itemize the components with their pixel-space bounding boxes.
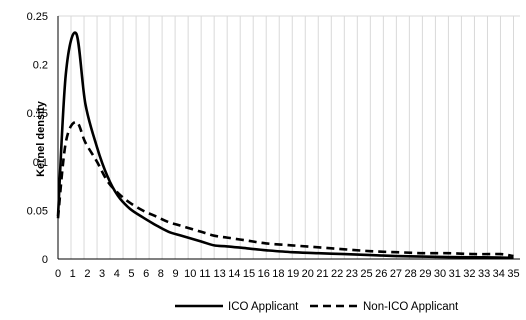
x-tick-label: 33	[478, 268, 490, 280]
axes	[58, 16, 520, 259]
x-tick-label: 6	[143, 268, 149, 280]
legend-label: ICO Applicant	[228, 301, 299, 313]
x-tick-label: 25	[360, 268, 372, 280]
x-tick-label: 9	[172, 268, 178, 280]
x-tick-label: 8	[158, 268, 164, 280]
x-tick-label: 23	[346, 268, 358, 280]
x-tick-label: 28	[405, 268, 417, 280]
series-line-non-ico-applicant	[58, 122, 514, 256]
x-tick-label: 34	[493, 268, 505, 280]
x-tick-label: 4	[114, 268, 120, 280]
x-tick-label: 16	[258, 268, 270, 280]
x-tick-labels: 0 1 2 3 4 5 6 8 9 10 11 13 14 15 16 18 19 20 21 22 23 25 26 27 2…	[55, 268, 520, 280]
x-tick-label: 20	[302, 268, 314, 280]
series-lines	[58, 33, 514, 258]
legend-label: Non-ICO Applicant	[363, 301, 459, 313]
x-tick-label: 32	[463, 268, 475, 280]
x-tick-label: 22	[331, 268, 343, 280]
vertical-gridlines	[58, 16, 520, 259]
x-tick-label: 21	[316, 268, 328, 280]
x-tick-label: 30	[434, 268, 446, 280]
x-tick-label: 31	[449, 268, 461, 280]
x-tick-label: 2	[84, 268, 90, 280]
x-tick-label: 14	[228, 268, 240, 280]
x-tick-label: 13	[214, 268, 226, 280]
y-tick-label: 0.2	[33, 60, 48, 72]
y-tick-label: 0.25	[27, 11, 48, 23]
series-line-ico-applicant	[58, 33, 514, 258]
x-tick-label: 5	[128, 268, 134, 280]
x-tick-label: 0	[55, 268, 61, 280]
y-tick-label: 0	[42, 254, 48, 266]
x-tick-label: 35	[507, 268, 519, 280]
x-tick-label: 26	[375, 268, 387, 280]
y-axis-label: Kernel density	[35, 100, 47, 177]
x-tick-label: 10	[184, 268, 196, 280]
x-tick-label: 19	[287, 268, 299, 280]
y-tick-label: 0.05	[27, 205, 48, 217]
x-tick-label: 27	[390, 268, 402, 280]
legend: ICO Applicant Non-ICO Applicant	[175, 301, 459, 313]
x-tick-label: 1	[70, 268, 76, 280]
x-tick-label: 15	[243, 268, 255, 280]
x-tick-label: 18	[272, 268, 284, 280]
x-tick-label: 11	[199, 268, 210, 280]
x-tick-label: 29	[419, 268, 431, 280]
x-tick-label: 3	[99, 268, 105, 280]
